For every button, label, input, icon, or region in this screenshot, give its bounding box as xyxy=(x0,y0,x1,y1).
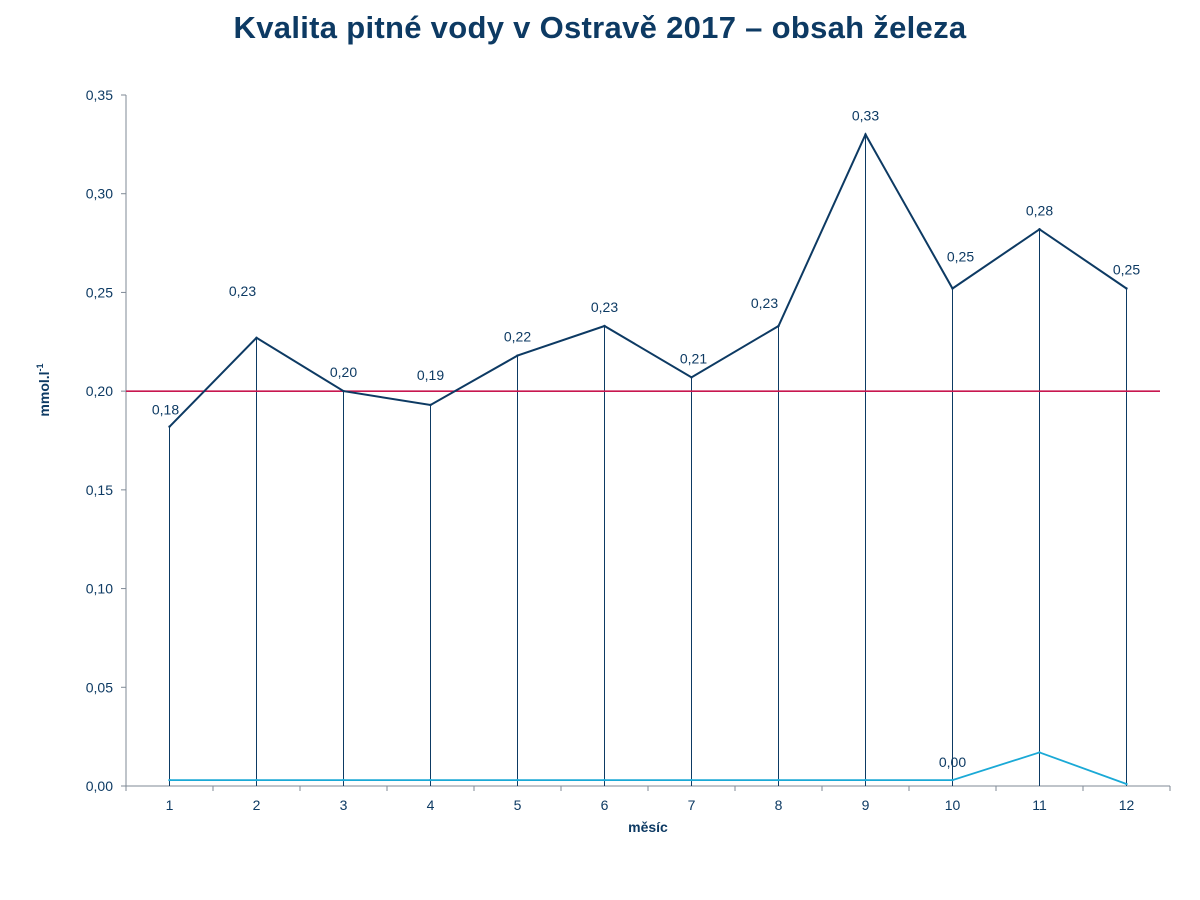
data-point xyxy=(864,133,867,136)
data-label: 0,22 xyxy=(504,329,531,345)
data-label: 0,19 xyxy=(417,367,444,383)
y-tick-label: 0,00 xyxy=(86,778,113,794)
y-tick-label: 0,15 xyxy=(86,482,113,498)
series-line-secondary xyxy=(169,751,1127,785)
data-label: 0,23 xyxy=(751,295,778,311)
data-label: 0,25 xyxy=(1113,261,1140,277)
data-point xyxy=(516,354,519,357)
x-tick-label: 12 xyxy=(1119,797,1135,813)
x-tick-label: 4 xyxy=(427,797,435,813)
data-point xyxy=(429,403,432,407)
data-point xyxy=(516,778,519,782)
series-line-main xyxy=(168,132,1128,428)
data-point xyxy=(951,287,954,290)
chart-title: Kvalita pitné vody v Ostravě 2017 – obsa… xyxy=(233,10,967,45)
x-tick-label: 10 xyxy=(945,797,961,813)
y-tick-label: 0,30 xyxy=(86,186,113,202)
data-label: 0,18 xyxy=(152,402,179,418)
data-point xyxy=(342,389,345,393)
x-tick-label: 1 xyxy=(166,797,174,813)
x-axis: 1 2 3 4 5 6 7 8 9 10 11 12 xyxy=(125,785,1171,813)
y-tick-label: 0,20 xyxy=(86,383,113,399)
data-point xyxy=(168,778,171,782)
x-tick-label: 3 xyxy=(340,797,348,813)
data-point xyxy=(603,778,606,782)
y-axis-title: mmol.l-1 xyxy=(35,363,52,416)
data-point xyxy=(690,778,693,782)
data-point xyxy=(951,778,954,782)
data-point xyxy=(864,778,867,782)
y-tick-label: 0,35 xyxy=(86,87,113,103)
data-point xyxy=(255,778,258,782)
y-tick-label: 0,05 xyxy=(86,679,113,695)
x-tick-label: 2 xyxy=(253,797,261,813)
data-label: 0,23 xyxy=(229,283,256,299)
x-tick-label: 6 xyxy=(601,797,609,813)
data-point xyxy=(1125,782,1128,786)
drop-lines xyxy=(169,134,1127,786)
x-tick-label: 5 xyxy=(514,797,522,813)
x-tick-label: 9 xyxy=(862,797,870,813)
data-point xyxy=(255,336,258,340)
data-point xyxy=(168,425,171,428)
data-label: 0,33 xyxy=(852,107,879,123)
series-group xyxy=(168,132,1128,786)
data-labels: 0,18 0,23 0,20 0,19 0,22 0,23 0,21 0,23 0,33 0,25… xyxy=(152,107,1140,770)
y-tick-label: 0,10 xyxy=(86,581,113,597)
data-point xyxy=(603,324,606,328)
data-point xyxy=(777,324,780,328)
y-axis: 0,00 0,05 0,10 0,15 0,20 0,25 0,30 0,35 xyxy=(86,87,127,794)
data-label: 0,20 xyxy=(330,364,357,380)
data-point xyxy=(342,778,345,782)
data-point xyxy=(1038,751,1041,754)
data-point xyxy=(1125,287,1128,290)
x-axis-title: měsíc xyxy=(628,819,668,835)
data-point xyxy=(1038,228,1041,231)
data-point xyxy=(777,778,780,782)
data-label: 0,23 xyxy=(591,299,618,315)
data-label: 0,25 xyxy=(947,248,974,264)
data-point xyxy=(690,376,693,379)
x-tick-label: 11 xyxy=(1032,797,1047,813)
y-tick-label: 0,25 xyxy=(86,284,113,300)
x-tick-label: 8 xyxy=(775,797,783,813)
data-point xyxy=(429,778,432,782)
data-label: 0,28 xyxy=(1026,202,1053,218)
data-label-secondary: 0,00 xyxy=(939,754,966,770)
data-label: 0,21 xyxy=(680,350,707,366)
x-tick-label: 7 xyxy=(688,797,696,813)
